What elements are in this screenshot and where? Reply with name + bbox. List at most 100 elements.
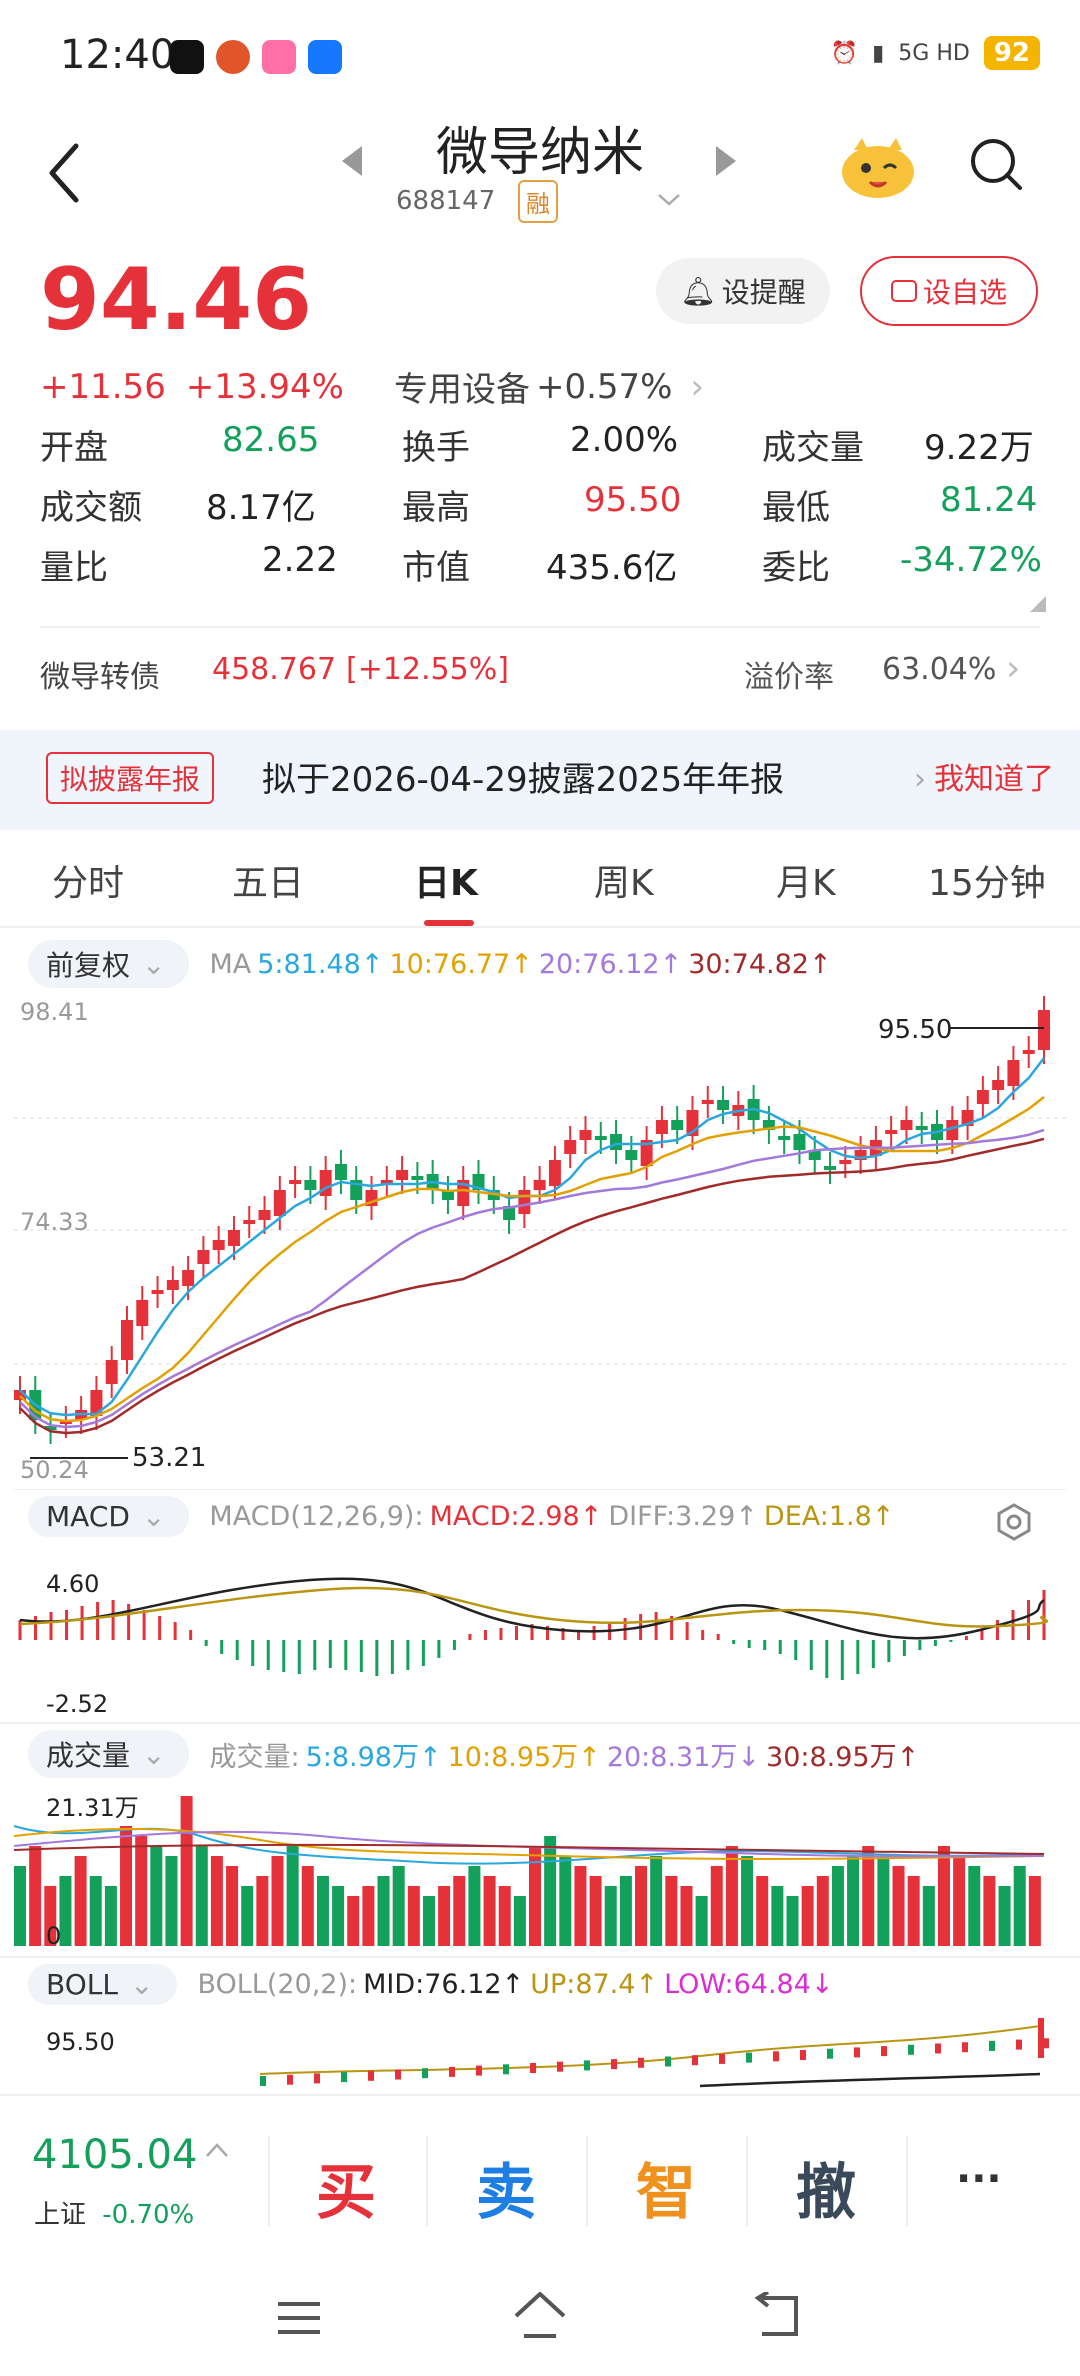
- chevron-right-icon: ›: [1006, 648, 1021, 689]
- amount-value: 8.17亿: [206, 488, 316, 528]
- tab-15min[interactable]: 15分钟: [928, 863, 1046, 904]
- dea-line: [19, 1586, 1049, 1628]
- favorite-icon: [890, 280, 917, 302]
- chevron-right-icon: ›: [914, 762, 926, 797]
- dea-value: DEA:1.8↑: [763, 1501, 895, 1532]
- volume-selector[interactable]: 成交量 ⌄: [28, 1730, 190, 1778]
- settings-icon[interactable]: [994, 1502, 1034, 1542]
- boll-selector[interactable]: BOLL ⌄: [28, 1964, 178, 2005]
- menu-icon[interactable]: [274, 2296, 324, 2340]
- volume-chart[interactable]: 21.31万 0: [0, 1786, 1080, 1956]
- ma5-value: 5:81.48↑: [257, 948, 384, 980]
- buy-button[interactable]: 买: [316, 2158, 376, 2228]
- volume-bar: [741, 1856, 754, 1946]
- vol30-value: 30:8.95万↑: [766, 1741, 920, 1773]
- cancel-order-button[interactable]: 撤: [796, 2158, 856, 2228]
- adjust-selector[interactable]: 前复权 ⌄: [28, 940, 190, 988]
- sell-button[interactable]: 卖: [476, 2158, 536, 2228]
- open-label: 开盘: [40, 428, 108, 468]
- candle-body: [548, 1160, 561, 1186]
- macd-histogram: [18, 1590, 1046, 1680]
- tab-monthly-k[interactable]: 月K: [776, 863, 836, 904]
- candle-body: [105, 1360, 118, 1384]
- dismiss-banner-button[interactable]: › 我知道了: [914, 754, 1054, 798]
- index-name: 上证: [34, 2200, 87, 2230]
- boll-candle: [584, 2060, 590, 2071]
- tab-intraday[interactable]: 分时: [52, 863, 125, 904]
- set-alert-button[interactable]: 🔔︎ 设提醒: [656, 258, 830, 324]
- prev-stock-icon[interactable]: [340, 144, 366, 178]
- candle-body: [625, 1150, 638, 1160]
- volume-header: 成交量 ⌄ 成交量: 5:8.98万↑ 10:8.95万↑ 20:8.31万↓ 3…: [28, 1730, 925, 1778]
- boll-up-line: [259, 2025, 1041, 2075]
- turnover-rate-value: 2.00%: [570, 420, 679, 460]
- volume-bar: [422, 1896, 435, 1946]
- candle-body: [396, 1170, 409, 1180]
- premium-value: 63.04%: [882, 652, 997, 687]
- candle-body: [380, 1180, 393, 1184]
- volume-bar: [847, 1856, 860, 1946]
- macd-params: MACD(12,26,9):: [209, 1501, 424, 1532]
- sector-pct[interactable]: +0.57%: [535, 366, 673, 407]
- boll-candle: [260, 2076, 266, 2086]
- divider: [0, 926, 1080, 928]
- market-cap-value: 435.6亿: [546, 548, 678, 588]
- volume-bar: [210, 1856, 223, 1946]
- macd-selector[interactable]: MACD ⌄: [28, 1496, 190, 1537]
- macd-chart[interactable]: 4.60 -2.52: [0, 1550, 1080, 1720]
- volume-bar: [831, 1866, 844, 1946]
- candle-body: [854, 1150, 867, 1160]
- boll-candle: [449, 2066, 455, 2077]
- boll-candle: [665, 2056, 671, 2067]
- index-value[interactable]: 4105.04: [32, 2132, 198, 2178]
- volume-y-bottom: 0: [46, 1922, 61, 1950]
- search-icon[interactable]: [966, 134, 1026, 194]
- alarm-icon: ⏰: [830, 40, 859, 66]
- add-favorite-button[interactable]: 设自选: [860, 256, 1038, 326]
- volume-bar: [650, 1856, 663, 1946]
- macd-label: MACD: [46, 1500, 130, 1533]
- mascot-icon[interactable]: [838, 132, 918, 202]
- back-icon[interactable]: [40, 138, 90, 208]
- smart-trade-button[interactable]: 智: [636, 2158, 696, 2228]
- volume-bar: [377, 1876, 390, 1946]
- tab-daily-k[interactable]: 日K: [414, 863, 478, 904]
- chevron-up-icon[interactable]: [204, 2140, 230, 2160]
- boll-candle: [854, 2047, 860, 2058]
- candle-body: [1038, 1010, 1050, 1050]
- candlestick-chart[interactable]: 98.41 74.33 50.24 95.50 53.21: [0, 990, 1080, 1490]
- boll-mid-value: MID:76.12↑: [363, 1969, 525, 2000]
- volume-bar: [922, 1886, 935, 1946]
- divider: [586, 2136, 588, 2226]
- candle-body: [289, 1180, 302, 1184]
- divider: [426, 2136, 428, 2226]
- sector-name[interactable]: 专用设备: [393, 370, 530, 410]
- chevron-right-icon[interactable]: ›: [690, 366, 705, 407]
- divider: [906, 2136, 908, 2226]
- candle-body: [273, 1190, 286, 1216]
- candle-body: [900, 1120, 913, 1130]
- chevron-down-icon[interactable]: [656, 192, 682, 208]
- volume-bar: [44, 1886, 57, 1946]
- boll-candle: [962, 2042, 968, 2053]
- boll-candle: [989, 2040, 995, 2051]
- boll-candle: [503, 2064, 509, 2075]
- boll-candle: [773, 2051, 779, 2062]
- back-nav-icon[interactable]: [752, 2292, 804, 2340]
- boll-candle: [692, 2055, 698, 2066]
- volume-bar: [801, 1886, 814, 1946]
- expand-corner-icon[interactable]: [1030, 596, 1046, 612]
- candle-body: [976, 1090, 989, 1104]
- tab-five-day[interactable]: 五日: [232, 863, 305, 904]
- boll-chart[interactable]: 95.50: [0, 2016, 1080, 2094]
- more-button[interactable]: ···: [956, 2156, 1002, 2202]
- volume-bar: [513, 1896, 526, 1946]
- tab-weekly-k[interactable]: 周K: [594, 863, 654, 904]
- home-icon[interactable]: [512, 2290, 568, 2342]
- current-price: 94.46: [40, 250, 313, 350]
- boll-candle: [1016, 2039, 1022, 2050]
- boll-candle: [314, 2073, 320, 2084]
- volume-bar: [407, 1886, 420, 1946]
- trade-bar: 4105.04 上证 -0.70% 买 卖 智 撤 ···: [0, 2094, 1080, 2264]
- next-stock-icon[interactable]: [712, 144, 738, 178]
